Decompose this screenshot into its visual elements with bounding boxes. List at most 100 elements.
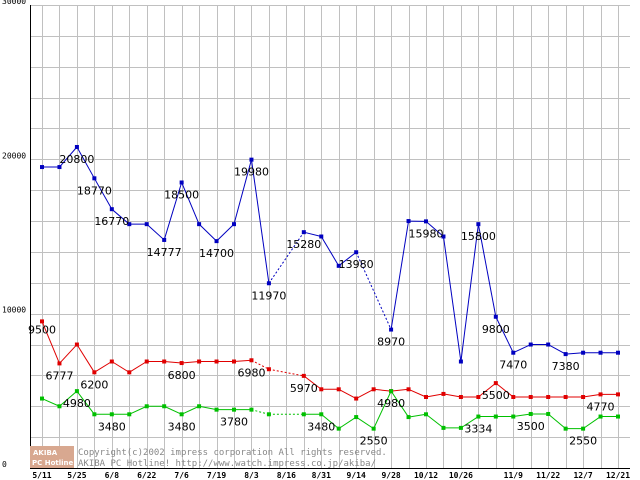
data-label: 6800	[168, 369, 196, 382]
series-2-point	[528, 411, 533, 416]
series-2-point	[197, 404, 202, 409]
series-2-segment	[355, 416, 374, 430]
series-0-segment	[425, 220, 444, 237]
x-tick-label: 8/31	[312, 471, 331, 480]
series-2-point	[581, 426, 586, 431]
data-label: 3780	[220, 416, 248, 429]
data-label: 6777	[45, 369, 73, 382]
series-1-point	[74, 342, 79, 347]
series-1-segment	[233, 359, 252, 363]
series-2-point	[109, 412, 114, 417]
x-tick-label: 8/16	[277, 471, 296, 480]
data-label: 18500	[164, 188, 199, 201]
series-2-segment	[320, 413, 340, 430]
series-0-segment	[477, 224, 497, 317]
series-0-point	[127, 222, 132, 227]
x-tick-label: 9/14	[347, 471, 366, 480]
data-label: 6980	[237, 366, 265, 379]
series-0-segment	[93, 178, 113, 210]
data-label: 20800	[59, 153, 94, 166]
series-2-segment	[373, 390, 392, 429]
series-0-segment	[59, 146, 78, 168]
data-label: 15800	[461, 230, 496, 243]
series-1-point	[162, 359, 167, 364]
data-label: 3480	[168, 420, 196, 433]
x-tick-label: 10/26	[449, 471, 473, 480]
series-0-segment	[111, 208, 130, 225]
x-tick-label: 12/21	[606, 471, 630, 480]
series-0-point	[546, 342, 551, 347]
axes	[30, 5, 630, 469]
series-1-point	[197, 359, 202, 364]
watermark-logo-bottom: PC Hotline!	[32, 459, 76, 467]
series-1-segment	[251, 359, 270, 370]
y-tick-label: 10000	[2, 306, 26, 315]
watermark: AKIBA PC Hotline! Copyright(c)2002 impre…	[30, 446, 387, 469]
data-label: 2550	[360, 435, 388, 448]
x-tick-label: 9/28	[381, 471, 400, 480]
series-0-segment	[513, 344, 531, 354]
data-label: 2550	[569, 435, 597, 448]
data-label: 9800	[482, 323, 510, 336]
data-label: 3480	[307, 420, 335, 433]
series-2-point	[406, 415, 411, 420]
series-2-point	[92, 412, 97, 417]
series-0-point	[179, 180, 184, 185]
series-0-point	[476, 222, 481, 227]
series-1-segment	[303, 375, 322, 390]
series-1-point	[179, 361, 184, 366]
series-0-segment	[181, 182, 200, 225]
series-0-segment	[163, 182, 183, 241]
series-1-segment	[94, 361, 113, 373]
x-tick-label: 5/25	[67, 471, 86, 480]
series-1-point	[92, 370, 97, 375]
data-label: 11970	[251, 289, 286, 302]
series-1-segment	[111, 361, 130, 373]
series-1-segment	[338, 388, 357, 399]
series-0-segment	[338, 251, 357, 267]
series-1-segment	[268, 368, 304, 377]
series-0-segment	[250, 159, 270, 284]
series-0-point	[458, 359, 463, 364]
series-2-point	[458, 425, 463, 430]
series-1-segment	[425, 393, 444, 398]
series-2-point	[232, 407, 236, 412]
series-2-segment	[460, 416, 479, 429]
series-2-point	[546, 411, 551, 416]
series-2-point	[57, 404, 62, 409]
series-1-point	[563, 395, 568, 400]
data-label: 14777	[147, 246, 182, 259]
series-2-point	[319, 412, 324, 417]
series-1-point	[616, 392, 620, 397]
series-0-segment	[495, 316, 514, 353]
series-2-point	[266, 412, 271, 417]
series-0-point	[616, 350, 620, 355]
series-0-segment	[76, 146, 95, 179]
series-0-point	[424, 219, 428, 224]
series-0-point	[109, 207, 114, 212]
series-2-segment	[76, 390, 95, 415]
data-label: 4980	[377, 397, 405, 410]
series-0-point	[493, 314, 498, 319]
data-label: 8970	[377, 336, 405, 349]
data-label: 15280	[286, 238, 321, 251]
series-1-point	[214, 359, 219, 364]
series-2-point	[563, 426, 568, 431]
series-2-point	[389, 389, 394, 394]
y-tick-label: 30000	[2, 0, 26, 6]
x-tick-label: 8/3	[244, 471, 259, 480]
series-1-point	[546, 395, 551, 400]
series-0-segment	[390, 220, 410, 330]
series-1-point	[144, 359, 149, 364]
data-label: 5500	[482, 389, 510, 402]
series-1-point	[476, 395, 481, 400]
series-2-point	[441, 425, 446, 430]
x-tick-label: 6/22	[137, 471, 156, 480]
series-2-segment	[547, 413, 566, 430]
watermark-copyright: Copyright(c)2002 impress corporation All…	[78, 448, 387, 458]
series-0-segment	[565, 352, 584, 355]
series-0-segment	[233, 159, 252, 225]
series-2-point	[40, 396, 44, 401]
series-0-point	[598, 350, 603, 355]
series-2-point	[354, 415, 359, 420]
